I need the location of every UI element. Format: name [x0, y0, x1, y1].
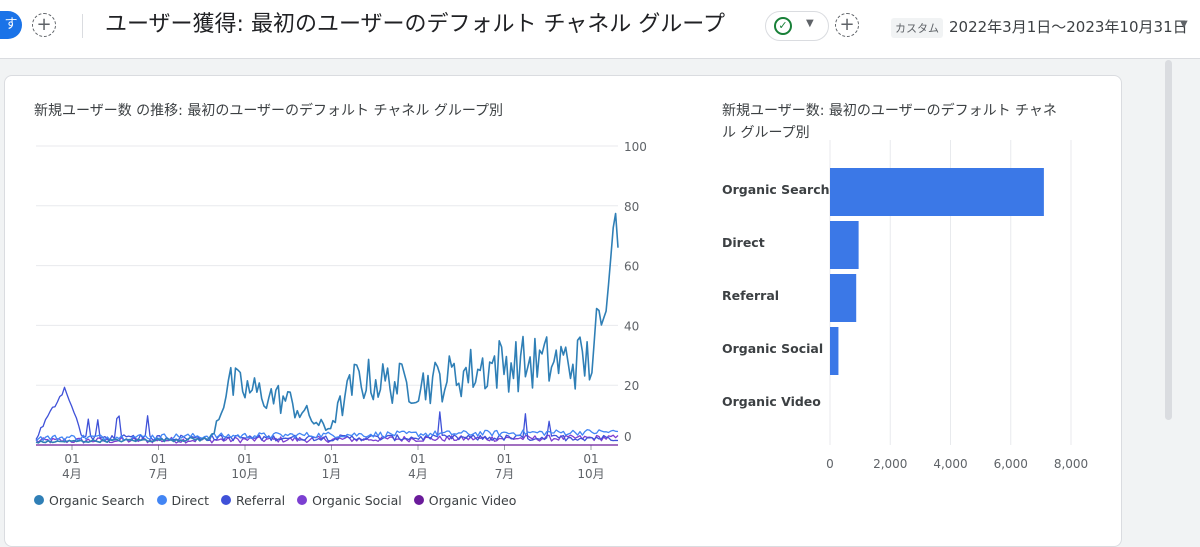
x-tick-label: 0: [826, 457, 834, 471]
legend-item[interactable]: Referral: [220, 490, 286, 510]
legend-swatch: [156, 495, 167, 505]
x-tick-label: 7月: [149, 467, 169, 481]
series-line-direct: [35, 429, 619, 442]
line-chart-title: 新規ユーザー数 の推移: 最初のユーザーのデフォルト チャネル グループ別: [34, 103, 503, 119]
legend-item[interactable]: Organic Video: [413, 490, 517, 510]
x-tick-label: 01: [151, 452, 166, 466]
legend-swatch: [297, 495, 308, 505]
line-chart[interactable]: 020406080100014月017月0110月011月014月017月011…: [0, 0, 700, 529]
x-tick-label: 2,000: [873, 457, 907, 471]
x-tick-label: 6,000: [994, 457, 1028, 471]
x-tick-label: 4,000: [933, 457, 967, 471]
legend-label: Organic Search: [49, 492, 145, 508]
x-tick-label: 1月: [322, 467, 342, 481]
x-tick-label: 01: [64, 452, 79, 466]
y-tick-label: 20: [624, 379, 639, 393]
category-label: Referral: [722, 288, 779, 303]
chevron-down-icon: ▼: [806, 18, 814, 29]
legend-item[interactable]: Organic Social: [297, 490, 402, 510]
y-tick-label: 40: [624, 319, 639, 333]
series-line-referral: [35, 386, 619, 442]
x-tick-label: 10月: [577, 467, 604, 481]
legend-swatch: [413, 495, 424, 505]
divider: [82, 14, 83, 38]
x-tick-label: 8,000: [1054, 457, 1088, 471]
legend-label: Referral: [235, 492, 286, 508]
check-circle-icon: ✓: [774, 17, 792, 35]
legend-label: Organic Social: [312, 492, 402, 508]
bar-referral: [830, 274, 857, 322]
x-tick-label: 01: [583, 452, 598, 466]
category-label: Direct: [722, 235, 765, 250]
segment-badge[interactable]: す: [0, 11, 22, 39]
x-tick-label: 01: [237, 452, 252, 466]
bar-organic-social: [830, 327, 839, 375]
bar-chart[interactable]: 0 2,000 4,000 6,000 8,000 Organic Search Direc…: [700, 0, 1120, 529]
line-chart-legend: Organic Search Direct Referral Organic Soci…: [34, 490, 516, 510]
series-line-organic-search: [35, 212, 619, 444]
x-tick-label: 01: [410, 452, 425, 466]
chart-card: [4, 75, 1122, 547]
x-tick-label: 01: [324, 452, 339, 466]
y-tick-label: 0: [624, 430, 632, 444]
series-line-organic-social: [35, 434, 619, 444]
scrollbar[interactable]: [1165, 60, 1172, 420]
x-tick-label: 7月: [495, 467, 515, 481]
report-header: す + ユーザー獲得: 最初のユーザーのデフォルト チャネル グループ ✓ ▼ …: [0, 0, 1200, 59]
legend-label: Direct: [171, 492, 209, 508]
add-segment-button[interactable]: +: [32, 13, 56, 37]
date-range-picker[interactable]: 2022年3月1日～2023年10月31日: [949, 18, 1188, 36]
x-tick-label: 10月: [231, 467, 258, 481]
legend-label: Organic Video: [428, 492, 517, 508]
legend-item[interactable]: Direct: [156, 490, 209, 510]
x-tick-label: 01: [497, 452, 512, 466]
bar-chart-title: 新規ユーザー数: 最初のユーザーのデフォルト チャネ ル グループ別: [722, 100, 1057, 144]
x-tick-label: 4月: [62, 467, 82, 481]
page-title: ユーザー獲得: 最初のユーザーのデフォルト チャネル グループ: [105, 12, 725, 37]
y-tick-label: 60: [624, 260, 639, 274]
add-comparison-button[interactable]: +: [835, 13, 859, 37]
legend-item[interactable]: Organic Search: [34, 490, 145, 510]
category-label: Organic Social: [722, 341, 823, 356]
chevron-down-icon[interactable]: ▼: [1180, 19, 1188, 30]
category-label: Organic Video: [722, 394, 821, 409]
legend-swatch: [34, 495, 44, 505]
category-label: Organic Search: [722, 182, 830, 197]
y-tick-label: 80: [624, 200, 639, 214]
bar-direct: [830, 221, 859, 269]
legend-swatch: [220, 495, 231, 505]
x-tick-label: 4月: [408, 467, 428, 481]
bar-chart-title-line1: 新規ユーザー数: 最初のユーザーのデフォルト チャネ: [722, 103, 1057, 119]
y-tick-label: 100: [624, 140, 647, 154]
date-range-kind: カスタム: [891, 18, 943, 38]
bar-chart-title-line2: ル グループ別: [722, 125, 810, 141]
bar-organic-search: [830, 168, 1044, 216]
status-dropdown[interactable]: ✓ ▼: [765, 11, 829, 41]
